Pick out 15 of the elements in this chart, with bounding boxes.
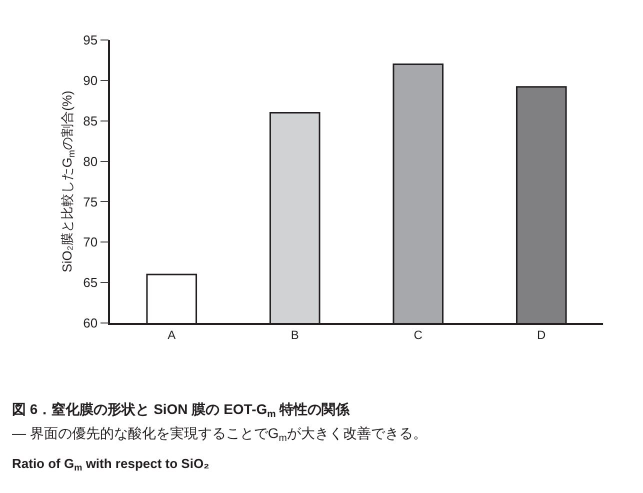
y-tick-label: 90 — [83, 72, 98, 88]
x-tick-label: C — [414, 328, 423, 342]
x-tick-label: D — [537, 328, 546, 342]
text: Ratio of G$_{m}$ with respect to SiO₂ — [12, 456, 210, 473]
x-tick-label: A — [168, 328, 176, 342]
y-tick-label: 65 — [83, 275, 98, 290]
y-tick-label: 85 — [83, 113, 98, 128]
y-tick-label: 95 — [83, 32, 98, 48]
text: 図 6．窒化膜の形状と SiON 膜の EOT-G$_{m}$ 特性の関係 — [12, 401, 351, 420]
y-tick-label: 80 — [83, 154, 98, 169]
y-tick-label: 60 — [83, 316, 98, 331]
text: — 界面の優先的な酸化を実現することでG$_{m}$が大きく改善できる。 — [12, 425, 427, 444]
y-tick-label: 75 — [83, 194, 98, 210]
y-tick-label: 70 — [83, 234, 98, 250]
x-tick-label: B — [290, 328, 299, 342]
